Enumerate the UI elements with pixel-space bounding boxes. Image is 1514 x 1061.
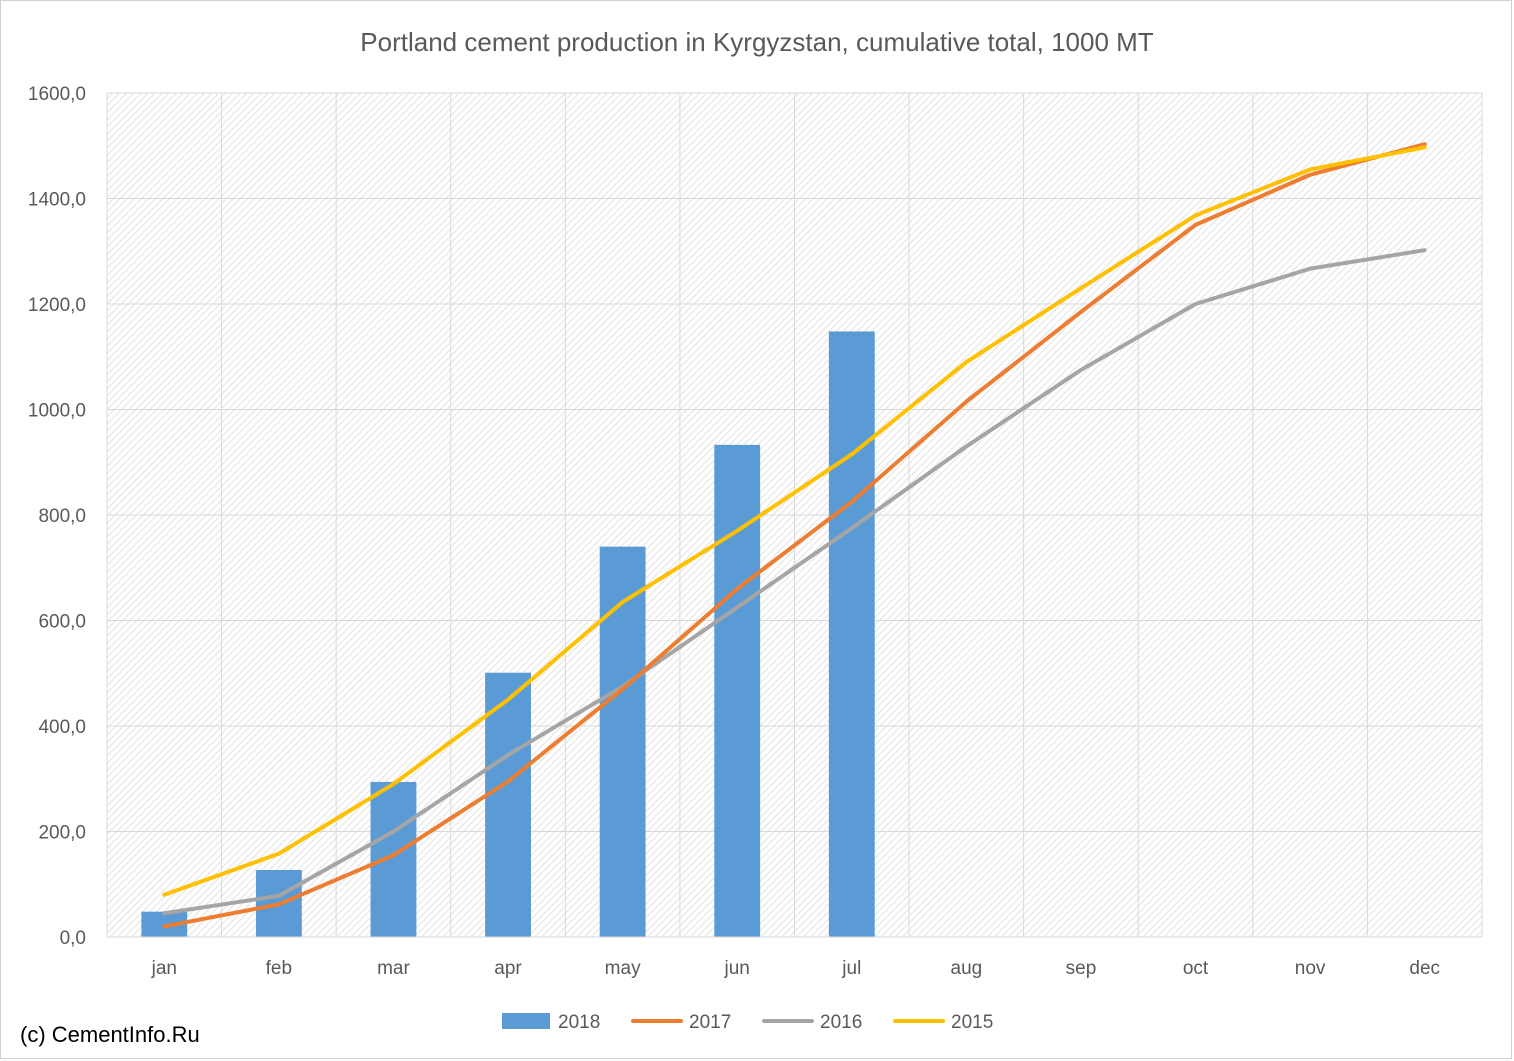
legend-item-2016: 2016 — [762, 1012, 862, 1033]
legend-label: 2017 — [689, 1012, 731, 1033]
line-2015 — [162, 145, 1427, 897]
x-tick-label: dec — [1409, 958, 1440, 979]
bar-2018-jun — [714, 444, 761, 937]
line-series — [162, 142, 1427, 929]
line-2016 — [162, 248, 1427, 916]
y-tick-label: 1000,0 — [28, 401, 86, 422]
x-tick-label: oct — [1183, 958, 1209, 979]
x-tick-label: mar — [377, 958, 410, 979]
legend-label: 2016 — [820, 1012, 862, 1033]
legend-swatch — [502, 1013, 550, 1029]
y-axis-ticks: 0,0 200,0 400,0 600,0 800,0 1000,0 1200,0 1400,… — [28, 84, 86, 949]
x-tick-label: may — [605, 958, 641, 979]
x-tick-label: nov — [1295, 958, 1326, 979]
credit-text: (c) CementInfo.Ru — [20, 1022, 200, 1047]
bar-2018-mar — [370, 781, 417, 937]
x-tick-label: apr — [494, 958, 522, 979]
x-tick-label: sep — [1066, 958, 1097, 979]
y-tick-label: 400,0 — [38, 717, 86, 738]
y-tick-label: 600,0 — [38, 612, 86, 633]
bar-2018-apr — [485, 672, 531, 937]
x-tick-label: jan — [151, 958, 177, 979]
y-tick-label: 800,0 — [38, 506, 86, 527]
y-tick-label: 200,0 — [38, 823, 86, 844]
legend-label: 2018 — [558, 1012, 600, 1033]
x-tick-label: feb — [266, 958, 292, 979]
x-tick-label: aug — [951, 958, 983, 979]
legend-item-2015: 2015 — [893, 1012, 993, 1033]
chart-title: Portland cement production in Kyrgyzstan… — [360, 27, 1154, 57]
bar-series — [141, 331, 875, 937]
legend-item-2018: 2018 — [502, 1012, 600, 1033]
y-tick-label: 1400,0 — [28, 190, 86, 211]
line-2017 — [162, 142, 1427, 929]
legend-label: 2015 — [951, 1012, 993, 1033]
bar-2018-jul — [828, 331, 875, 937]
y-tick-label: 1200,0 — [28, 295, 86, 316]
x-tick-label: jun — [724, 958, 750, 979]
x-axis-ticks: jan feb mar apr may jun jul aug sep oct nov dec — [151, 958, 1440, 979]
y-tick-label: 0,0 — [60, 928, 86, 949]
y-tick-label: 1600,0 — [28, 84, 86, 105]
legend: 2018 2017 2016 2015 — [502, 1012, 993, 1033]
bar-2018-may — [599, 546, 646, 937]
x-tick-label: jul — [841, 958, 861, 979]
legend-item-2017: 2017 — [631, 1012, 731, 1033]
